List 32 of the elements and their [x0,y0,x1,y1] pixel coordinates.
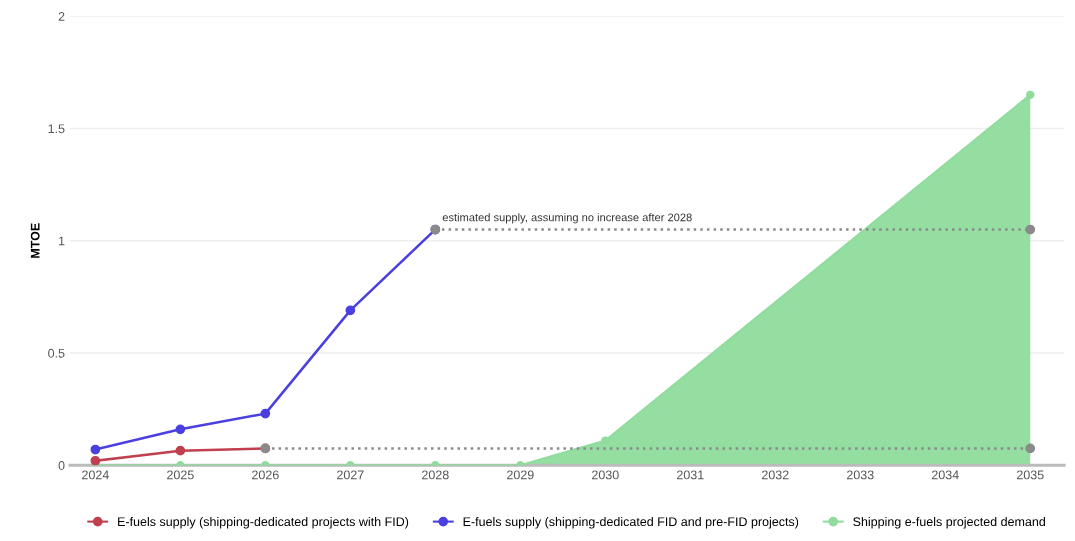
y-tick-label: 2 [58,12,65,21]
x-tick-label: 2027 [337,470,364,480]
y-axis-title: MTOE [30,223,40,258]
legend-label: E-fuels supply (shipping-dedicated FID and pre-FID projects) [463,516,799,529]
x-tick-label: 2031 [677,470,704,480]
y-tick-label: 1 [59,236,65,246]
x-tick-label: 2034 [931,470,959,480]
x-tick-label: 2035 [1016,470,1044,480]
annotation: estimated supply, assuming no increase after 2028 [442,213,692,224]
point [601,436,610,445]
point [345,305,356,316]
point [1025,224,1036,235]
y-tick-label: 1.5 [48,124,65,134]
x-tick-label: 2028 [422,470,449,480]
point [90,455,101,466]
x-tick-label: 2025 [167,470,194,480]
x-tick-label: 2032 [762,470,789,480]
x-tick-label: 2029 [507,470,534,480]
y-tick-label: 0 [58,461,65,470]
x-tick-label: 2030 [592,470,619,480]
legend-label: E-fuels supply (shipping-dedicated projects with FID) [118,516,409,529]
point [175,424,186,435]
y-tick-label: 0.5 [48,348,65,358]
point [260,408,271,419]
point [1026,90,1035,99]
x-tick-label: 2026 [252,470,279,480]
point [175,445,186,456]
x-tick-label: 2024 [82,470,109,480]
point [1025,443,1036,454]
point [90,444,101,455]
legend-label: Shipping e-fuels projected demand [853,516,1045,529]
x-tick-label: 2033 [847,470,874,480]
